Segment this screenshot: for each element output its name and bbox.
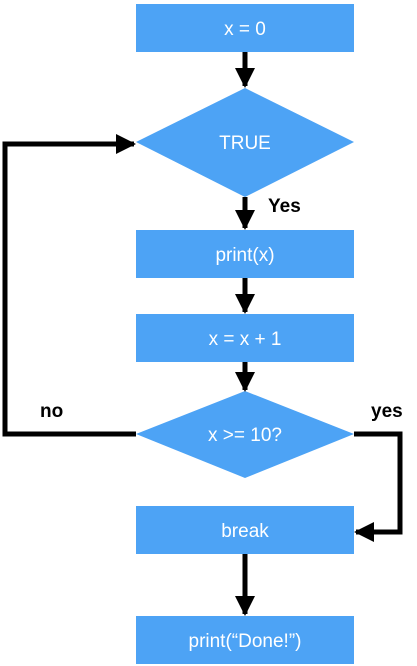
arrow-check-no-loop [2, 134, 136, 437]
increment-node [136, 314, 354, 362]
done-node [136, 616, 354, 664]
edge-label-loop-yes: Yes [268, 196, 301, 217]
check-diamond [136, 391, 354, 478]
loop-condition-label: TRUE [219, 133, 271, 154]
check-label: x >= 10? [208, 425, 282, 446]
print-x-node [136, 230, 354, 278]
arrow-check-yes-to-break [354, 431, 403, 542]
break-label: break [221, 521, 269, 542]
init-node [136, 4, 354, 52]
edge-label-check-yes: yes [371, 401, 403, 422]
break-node [136, 506, 354, 554]
loop-condition-diamond [136, 88, 354, 197]
done-label: print(“Done!”) [189, 631, 302, 652]
print-x-label: print(x) [215, 245, 274, 266]
increment-label: x = x + 1 [209, 329, 282, 350]
init-label: x = 0 [224, 19, 266, 40]
edge-label-check-no: no [40, 401, 63, 422]
